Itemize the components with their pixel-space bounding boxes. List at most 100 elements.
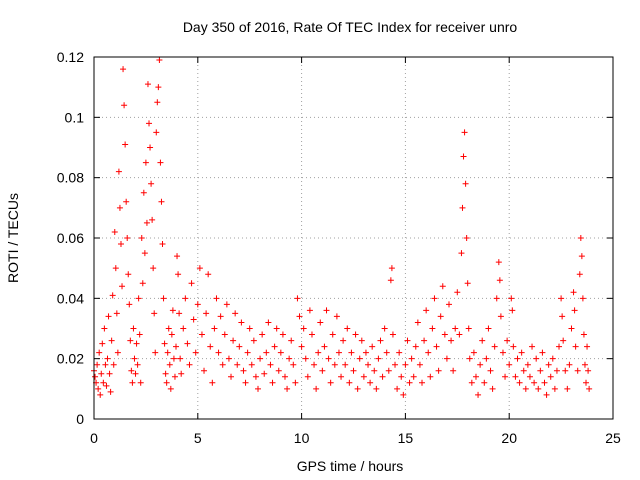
- data-point: [317, 319, 324, 326]
- data-point: [323, 307, 330, 314]
- data-point: [558, 295, 565, 302]
- data-point: [110, 361, 117, 368]
- data-point: [313, 385, 320, 392]
- data-point: [574, 367, 581, 374]
- data-point: [559, 313, 566, 320]
- data-point: [545, 361, 552, 368]
- data-point: [472, 373, 479, 380]
- data-point: [497, 313, 504, 320]
- data-point: [579, 295, 586, 302]
- data-point: [114, 349, 121, 356]
- data-point: [124, 235, 131, 241]
- data-point: [470, 349, 477, 356]
- data-point: [132, 370, 139, 377]
- data-point: [524, 361, 531, 368]
- data-point: [103, 382, 110, 389]
- data-point: [294, 295, 301, 302]
- y-tick-label: 0.02: [57, 351, 84, 367]
- data-point: [377, 337, 384, 344]
- data-point: [479, 337, 486, 344]
- data-point: [354, 385, 361, 392]
- data-point: [568, 325, 575, 332]
- data-point: [571, 307, 578, 314]
- data-point: [581, 361, 588, 368]
- data-point: [279, 331, 286, 338]
- x-tick-label: 5: [194, 430, 202, 446]
- data-point: [146, 120, 153, 127]
- data-point: [584, 343, 591, 350]
- data-point: [244, 349, 251, 356]
- data-point: [537, 367, 544, 374]
- data-point: [271, 343, 278, 350]
- data-point: [342, 361, 349, 368]
- data-point: [221, 331, 228, 338]
- data-point: [192, 349, 199, 356]
- chart-title: Day 350 of 2016, Rate Of TEC Index for r…: [183, 19, 518, 35]
- data-point: [381, 325, 388, 332]
- data-point: [300, 325, 307, 332]
- data-point: [338, 373, 345, 380]
- x-axis-label: GPS time / hours: [297, 458, 404, 474]
- data-point: [164, 349, 171, 356]
- data-point: [158, 198, 165, 205]
- data-point: [456, 331, 463, 338]
- x-tick-label: 20: [501, 430, 517, 446]
- data-point: [340, 337, 347, 344]
- data-point: [115, 168, 122, 175]
- data-point: [362, 349, 369, 356]
- data-point: [576, 271, 583, 278]
- x-tick-label: 10: [294, 430, 310, 446]
- data-point: [184, 340, 191, 347]
- data-point: [228, 373, 235, 380]
- data-point: [510, 343, 517, 350]
- data-point: [178, 370, 185, 377]
- data-point: [257, 355, 264, 362]
- data-point: [398, 373, 405, 380]
- data-point: [117, 241, 124, 248]
- data-point: [134, 361, 141, 368]
- data-point: [119, 283, 126, 290]
- data-point: [437, 313, 444, 320]
- x-tick-label: 15: [398, 430, 414, 446]
- y-tick-label: 0.1: [65, 109, 85, 125]
- data-point: [126, 301, 133, 308]
- data-point: [522, 385, 529, 392]
- data-point: [496, 277, 503, 284]
- data-point: [111, 228, 118, 235]
- data-point: [154, 99, 161, 106]
- data-point: [156, 57, 163, 64]
- data-point: [141, 250, 148, 257]
- data-point: [97, 391, 104, 398]
- data-point: [209, 379, 216, 386]
- data-point: [94, 361, 101, 368]
- data-point: [551, 385, 558, 392]
- data-point: [250, 337, 257, 344]
- data-point: [161, 340, 168, 347]
- data-point: [230, 337, 237, 344]
- data-point: [514, 355, 521, 362]
- data-point: [375, 355, 382, 362]
- data-point: [128, 367, 135, 374]
- data-point: [441, 331, 448, 338]
- data-point: [162, 370, 169, 377]
- data-point: [288, 337, 295, 344]
- data-point: [549, 355, 556, 362]
- data-point: [190, 316, 197, 323]
- data-point: [543, 391, 550, 398]
- data-point: [489, 385, 496, 392]
- data-point: [586, 385, 593, 392]
- data-point: [327, 379, 334, 386]
- data-point: [572, 343, 579, 350]
- data-point: [508, 295, 515, 302]
- data-point: [367, 379, 374, 386]
- data-point: [577, 235, 584, 241]
- data-point: [240, 367, 247, 374]
- data-point: [173, 343, 180, 350]
- data-point: [518, 349, 525, 356]
- data-point: [194, 301, 201, 308]
- data-point: [269, 379, 276, 386]
- data-point: [104, 355, 111, 362]
- data-point: [445, 301, 452, 308]
- data-point: [219, 361, 226, 368]
- data-point: [365, 361, 372, 368]
